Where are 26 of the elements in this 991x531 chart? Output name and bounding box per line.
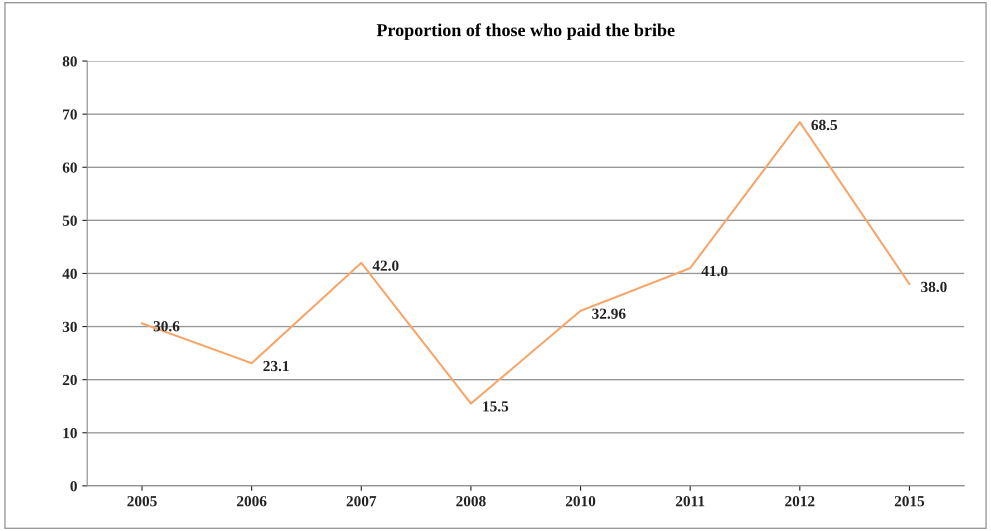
data-label: 38.0: [921, 282, 947, 292]
x-tick-label: 2006: [237, 496, 266, 506]
data-label: 23.1: [263, 360, 289, 372]
y-tick-label: 80: [62, 56, 77, 67]
x-tick-label: 2015: [894, 496, 924, 506]
y-tick-label: 10: [63, 428, 77, 438]
data-label: 30.6: [154, 321, 180, 332]
data-label: 32.96: [592, 308, 626, 319]
y-tick-label: 0: [70, 481, 77, 492]
x-tick-label: 2011: [676, 496, 704, 506]
data-label: 41.0: [701, 266, 728, 276]
y-tick-label: 40: [62, 268, 77, 279]
x-tick-label: 2012: [785, 496, 814, 506]
x-tick-label: 2007: [346, 496, 376, 506]
y-tick-label: 60: [62, 162, 77, 173]
chart-title: Proportion of those who paid the bribe: [376, 23, 675, 40]
y-tick-label: 20: [62, 374, 77, 386]
data-label: 68.5: [811, 120, 838, 130]
y-tick-label: 70: [63, 109, 77, 120]
data-label: 42.0: [372, 260, 399, 271]
x-tick-label: 2010: [566, 496, 596, 506]
data-label: 15.5: [483, 401, 508, 412]
x-tick-label: 2008: [456, 496, 486, 506]
x-tick-label: 2005: [127, 496, 157, 506]
y-tick-label: 50: [62, 216, 77, 226]
y-tick-label: 30: [62, 322, 77, 332]
